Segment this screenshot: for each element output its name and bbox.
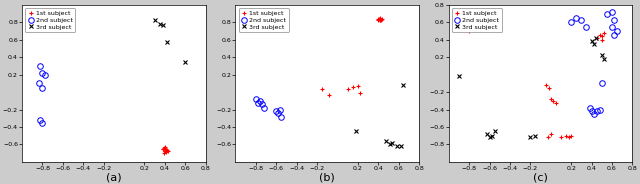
X-axis label: (b): (b) — [319, 172, 335, 183]
Legend: 1st subject, 2nd subject, 3rd subject: 1st subject, 2nd subject, 3rd subject — [452, 8, 502, 32]
X-axis label: (a): (a) — [106, 172, 122, 183]
Legend: 1st subject, 2nd subject, 3rd subject: 1st subject, 2nd subject, 3rd subject — [25, 8, 75, 32]
X-axis label: (c): (c) — [533, 172, 548, 183]
Legend: 1st subject, 2nd subject, 3rd subject: 1st subject, 2nd subject, 3rd subject — [239, 8, 289, 32]
